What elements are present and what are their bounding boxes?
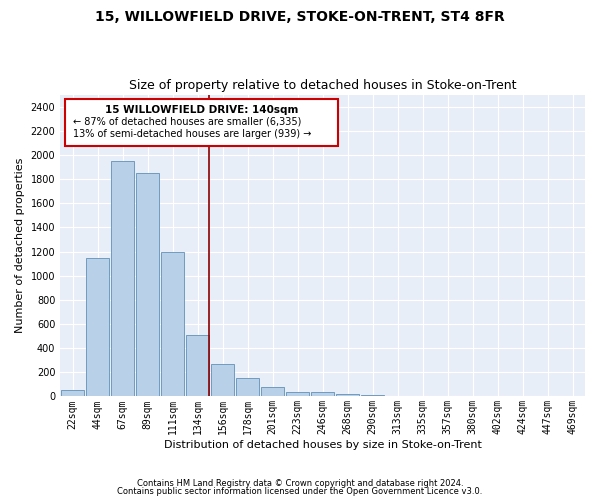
Bar bbox=[61, 390, 84, 396]
Bar bbox=[337, 394, 359, 396]
X-axis label: Distribution of detached houses by size in Stoke-on-Trent: Distribution of detached houses by size … bbox=[164, 440, 482, 450]
Title: Size of property relative to detached houses in Stoke-on-Trent: Size of property relative to detached ho… bbox=[129, 79, 517, 92]
Text: 15 WILLOWFIELD DRIVE: 140sqm: 15 WILLOWFIELD DRIVE: 140sqm bbox=[105, 104, 299, 115]
Bar bbox=[112, 161, 134, 396]
FancyBboxPatch shape bbox=[65, 99, 338, 146]
Bar bbox=[286, 392, 309, 396]
Bar bbox=[236, 378, 259, 396]
Bar bbox=[262, 388, 284, 396]
Bar bbox=[211, 364, 234, 396]
Bar bbox=[136, 173, 159, 396]
Bar bbox=[311, 392, 334, 396]
Text: 15, WILLOWFIELD DRIVE, STOKE-ON-TRENT, ST4 8FR: 15, WILLOWFIELD DRIVE, STOKE-ON-TRENT, S… bbox=[95, 10, 505, 24]
Text: Contains public sector information licensed under the Open Government Licence v3: Contains public sector information licen… bbox=[118, 487, 482, 496]
Bar bbox=[187, 335, 209, 396]
Text: ← 87% of detached houses are smaller (6,335): ← 87% of detached houses are smaller (6,… bbox=[73, 116, 302, 126]
Text: Contains HM Land Registry data © Crown copyright and database right 2024.: Contains HM Land Registry data © Crown c… bbox=[137, 478, 463, 488]
Y-axis label: Number of detached properties: Number of detached properties bbox=[15, 158, 25, 333]
Bar bbox=[86, 258, 109, 396]
Bar bbox=[161, 252, 184, 396]
Text: 13% of semi-detached houses are larger (939) →: 13% of semi-detached houses are larger (… bbox=[73, 130, 311, 140]
Bar bbox=[361, 395, 384, 396]
